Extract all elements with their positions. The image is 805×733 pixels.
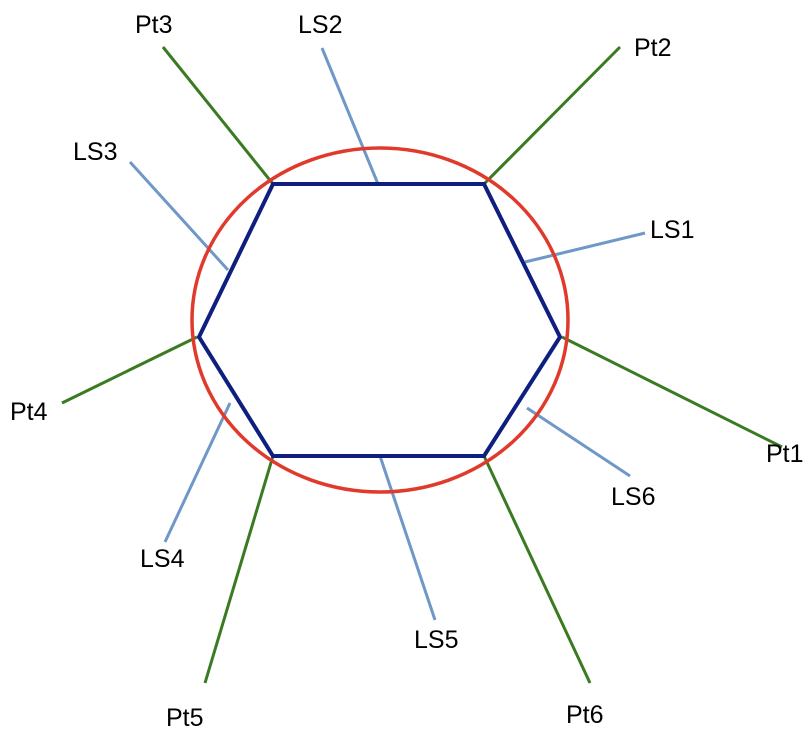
ls4-label: LS4 [140, 545, 185, 573]
ls3-leader-line [128, 160, 230, 272]
pt4-label: Pt4 [10, 398, 48, 426]
pt5-label: Pt5 [166, 704, 204, 732]
pt6-label: Pt6 [566, 701, 604, 729]
pt4-leader-line [61, 335, 198, 405]
ls1-label: LS1 [650, 216, 694, 244]
pt3-label: Pt3 [135, 11, 173, 39]
pt1-label: Pt1 [766, 440, 804, 468]
hexagon [196, 182, 563, 458]
pt1-leader-line [561, 335, 783, 449]
pt5-leader-line [203, 455, 275, 684]
circumscribed-circle [190, 146, 570, 494]
ls1-leader-line [524, 231, 646, 264]
ls6-label: LS6 [611, 483, 655, 511]
ls2-leader-line [320, 47, 380, 185]
ls5-leader-line [378, 455, 437, 621]
ls3-label: LS3 [73, 138, 117, 166]
ls4-leader-line [163, 402, 232, 543]
pt2-leader-line [482, 45, 622, 186]
pt3-leader-line [161, 46, 275, 185]
pt6-leader-line [482, 455, 592, 684]
ls2-label: LS2 [298, 11, 342, 39]
ls5-label: LS5 [414, 626, 458, 654]
pt2-label: Pt2 [634, 34, 672, 62]
ls6-leader-line [526, 406, 631, 478]
